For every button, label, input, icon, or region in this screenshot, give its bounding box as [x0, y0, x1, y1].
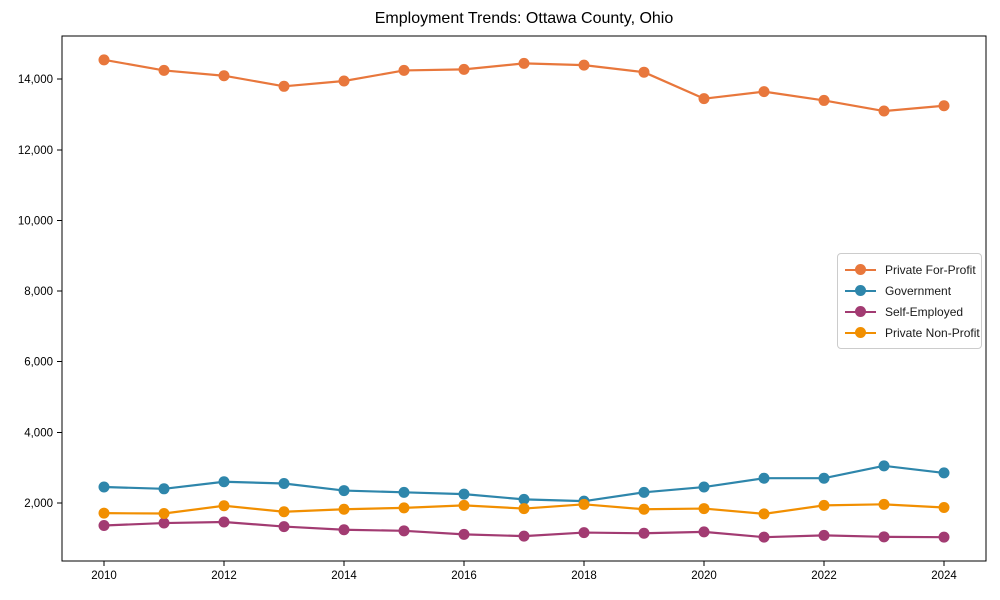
data-point-marker: [818, 472, 830, 484]
data-point-marker: [278, 478, 290, 490]
data-point-marker: [818, 529, 830, 541]
data-point-marker: [518, 493, 530, 505]
x-tick-label: 2010: [91, 570, 117, 582]
data-point-marker: [758, 508, 770, 520]
data-point-marker: [458, 499, 470, 511]
data-point-marker: [698, 481, 710, 493]
data-point-marker: [98, 507, 110, 519]
x-tick-label: 2018: [571, 570, 597, 582]
data-point-marker: [878, 105, 890, 117]
data-point-marker: [158, 483, 170, 495]
data-point-marker: [218, 500, 230, 512]
data-point-marker: [938, 467, 950, 479]
y-tick-label: 10,000: [18, 215, 53, 227]
data-point-marker: [98, 481, 110, 493]
data-point-marker: [638, 503, 650, 515]
data-point-marker: [878, 460, 890, 472]
data-point-marker: [218, 70, 230, 82]
legend-item: Private For-Profit: [845, 259, 976, 280]
x-tick-label: 2024: [931, 570, 957, 582]
x-tick-label: 2016: [451, 570, 477, 582]
data-point-marker: [638, 66, 650, 78]
y-tick-label: 12,000: [18, 145, 53, 157]
data-point-marker: [98, 520, 110, 532]
data-point-marker: [758, 86, 770, 98]
data-point-marker: [398, 525, 410, 537]
data-point-marker: [158, 64, 170, 76]
data-point-marker: [458, 528, 470, 540]
data-point-marker: [158, 517, 170, 529]
data-point-marker: [458, 488, 470, 500]
axes-spines: [61, 35, 987, 562]
legend-marker-icon: [845, 264, 876, 275]
x-tick-label: 2020: [691, 570, 717, 582]
data-point-marker: [338, 485, 350, 497]
data-point-marker: [638, 486, 650, 498]
data-point-marker: [278, 521, 290, 533]
data-point-marker: [218, 476, 230, 488]
data-point-marker: [938, 531, 950, 543]
data-point-marker: [938, 100, 950, 112]
data-point-marker: [938, 502, 950, 514]
legend-marker-icon: [845, 306, 876, 317]
data-point-marker: [578, 498, 590, 510]
data-point-marker: [518, 530, 530, 542]
y-tick-label: 14,000: [18, 74, 53, 86]
legend-label: Private Non-Profit: [885, 325, 980, 340]
data-point-marker: [98, 54, 110, 66]
data-point-marker: [698, 503, 710, 515]
y-tick-label: 6,000: [24, 357, 53, 369]
data-point-marker: [878, 531, 890, 543]
data-point-marker: [818, 499, 830, 511]
y-tick-label: 2,000: [24, 498, 53, 510]
data-point-marker: [638, 527, 650, 539]
data-point-marker: [278, 80, 290, 92]
data-point-marker: [518, 503, 530, 515]
x-tick-label: 2014: [331, 570, 357, 582]
data-point-marker: [458, 63, 470, 75]
data-point-marker: [878, 498, 890, 510]
legend-label: Self-Employed: [885, 304, 964, 319]
y-tick-label: 8,000: [24, 286, 53, 298]
data-point-marker: [398, 486, 410, 498]
data-point-marker: [818, 94, 830, 106]
data-point-marker: [338, 524, 350, 536]
legend-label: Government: [885, 283, 952, 298]
data-point-marker: [218, 516, 230, 528]
data-point-marker: [758, 472, 770, 484]
data-point-marker: [398, 64, 410, 76]
data-point-marker: [338, 75, 350, 87]
y-tick-label: 4,000: [24, 427, 53, 439]
legend-item: Self-Employed: [845, 301, 974, 322]
legend-item: Government: [845, 280, 974, 301]
data-point-marker: [158, 508, 170, 520]
legend: Private For-Profit Government Self-Employe…: [837, 253, 982, 349]
data-point-marker: [518, 57, 530, 69]
data-point-marker: [578, 59, 590, 71]
legend-item: Private Non-Profit: [845, 322, 980, 343]
data-point-marker: [278, 506, 290, 518]
data-point-marker: [758, 531, 770, 543]
data-point-marker: [698, 526, 710, 538]
legend-label: Private For-Profit: [885, 262, 976, 277]
data-point-marker: [698, 93, 710, 105]
legend-marker-icon: [845, 327, 876, 338]
data-point-marker: [338, 503, 350, 515]
legend-marker-icon: [845, 285, 876, 296]
x-tick-label: 2012: [211, 570, 237, 582]
x-tick-label: 2022: [811, 570, 837, 582]
data-point-marker: [398, 502, 410, 514]
chart-title: Employment Trends: Ottawa County, Ohio: [374, 10, 674, 27]
data-point-marker: [578, 527, 590, 539]
